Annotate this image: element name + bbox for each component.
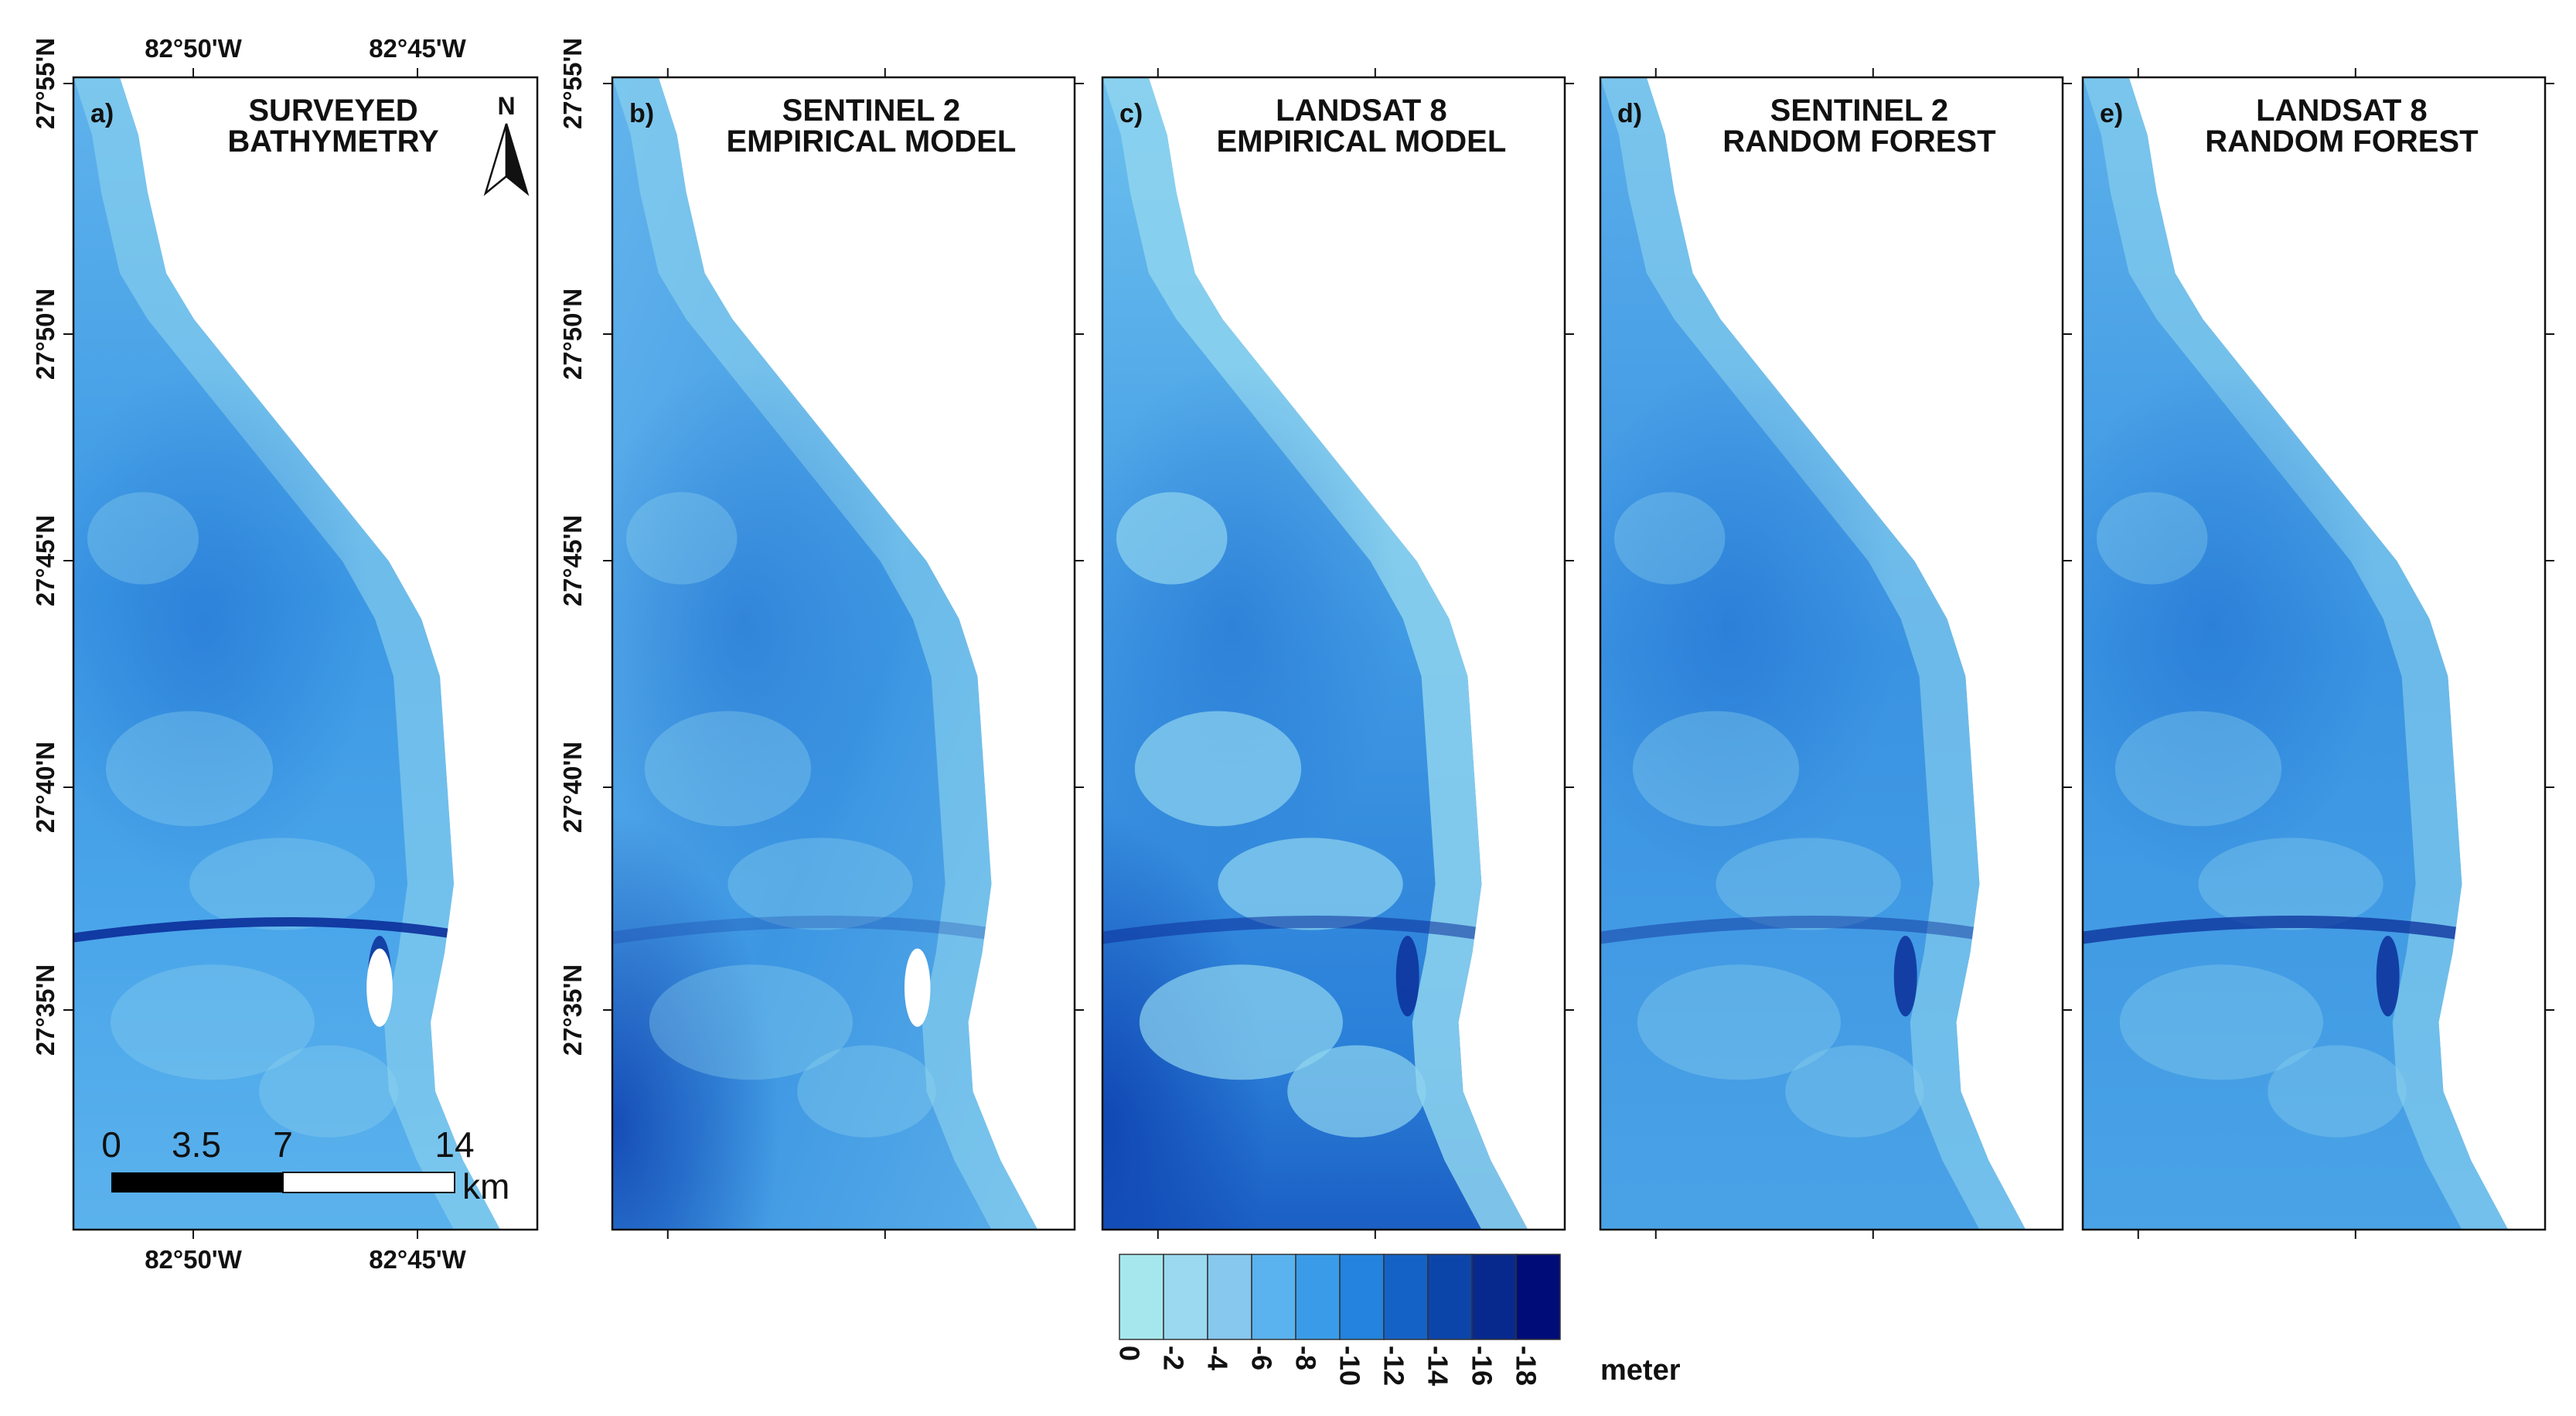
panel-letter: b): [629, 99, 654, 128]
latitude-label: 27°35'N: [558, 964, 587, 1056]
panel-letter: d): [1617, 99, 1642, 128]
legend-swatch: [1339, 1254, 1385, 1340]
latitude-label: 27°40'N: [558, 742, 587, 833]
latitude-label: 27°50'N: [558, 288, 587, 380]
legend-unit: meter: [1600, 1354, 1681, 1387]
panel-frame: [72, 76, 539, 1231]
latitude-label: 27°45'N: [558, 515, 587, 606]
legend-label: -6: [1245, 1346, 1277, 1370]
island-shape: [904, 948, 931, 1027]
legend-swatch: [1119, 1254, 1164, 1340]
longitude-label: 82°50'W: [145, 1245, 242, 1274]
legend-swatch: [1383, 1254, 1429, 1340]
north-arrow-label: N: [497, 92, 515, 120]
legend-label: -8: [1290, 1346, 1321, 1370]
legend-label: -16: [1466, 1346, 1498, 1386]
scale-bar-tick: 14: [434, 1124, 474, 1165]
scale-bar-tick: 3.5: [172, 1124, 221, 1165]
legend-label: -14: [1422, 1346, 1453, 1386]
coordinate-axes: 27°55'N 27°50'N 27°45'N 27°40'N 27°35'N 27°55…: [31, 34, 2554, 1274]
panel-letter: c): [1119, 99, 1143, 128]
legend-label: -18: [1510, 1346, 1542, 1386]
legend-swatch: [1251, 1254, 1297, 1340]
legend-swatch: [1163, 1254, 1208, 1340]
north-arrow-icon: N: [483, 92, 530, 196]
latitude-label: 27°45'N: [31, 515, 60, 606]
panel-subtitle: EMPIRICAL MODEL: [726, 125, 1016, 159]
scale-bar-unit: km: [462, 1166, 509, 1206]
longitude-label: 82°45'W: [369, 34, 466, 63]
island-shape: [366, 948, 393, 1027]
legend-label: -2: [1157, 1346, 1189, 1370]
longitude-label: 82°50'W: [145, 34, 242, 63]
panel-title: LANDSAT 8: [2256, 94, 2427, 128]
latitude-label: 27°55'N: [558, 38, 587, 129]
panel-subtitle: EMPIRICAL MODEL: [1216, 125, 1506, 159]
legend-swatch: [1427, 1254, 1473, 1340]
panel-letter: e): [2100, 99, 2123, 128]
legend-swatch: [1515, 1254, 1561, 1340]
legend-label: -12: [1378, 1346, 1409, 1386]
legend-label: -4: [1201, 1346, 1233, 1370]
panel-frame: [1599, 76, 2064, 1231]
scale-bar-tick: 0: [101, 1124, 121, 1165]
latitude-label: 27°55'N: [31, 38, 60, 129]
panel-title: LANDSAT 8: [1276, 94, 1446, 128]
longitude-label: 82°45'W: [369, 1245, 466, 1274]
latitude-label: 27°40'N: [31, 742, 60, 833]
legend-swatch: [1207, 1254, 1252, 1340]
panel-subtitle: RANDOM FOREST: [1722, 125, 1995, 159]
legend-label: -10: [1334, 1346, 1365, 1386]
panel-frame: [2081, 76, 2547, 1231]
depth-legend: 0 -2 -4 -6 -8 -10 -12 -14 -16 -18 meter: [1113, 1254, 1681, 1387]
panel-title: SENTINEL 2: [782, 94, 960, 128]
panel-subtitle: RANDOM FOREST: [2205, 125, 2478, 159]
panel-frame: [1101, 76, 1566, 1231]
latitude-label: 27°35'N: [31, 964, 60, 1056]
panel-subtitle: BATHYMETRY: [227, 125, 439, 159]
panel-title: SURVEYED: [248, 94, 417, 128]
latitude-label: 27°50'N: [31, 288, 60, 380]
legend-swatch: [1295, 1254, 1341, 1340]
panel-frame: [611, 76, 1076, 1231]
legend-label: 0: [1113, 1346, 1145, 1361]
panel-letter: a): [90, 99, 114, 128]
panel-title: SENTINEL 2: [1770, 94, 1948, 128]
scale-bar-tick: 7: [273, 1124, 293, 1165]
legend-swatch: [1471, 1254, 1517, 1340]
